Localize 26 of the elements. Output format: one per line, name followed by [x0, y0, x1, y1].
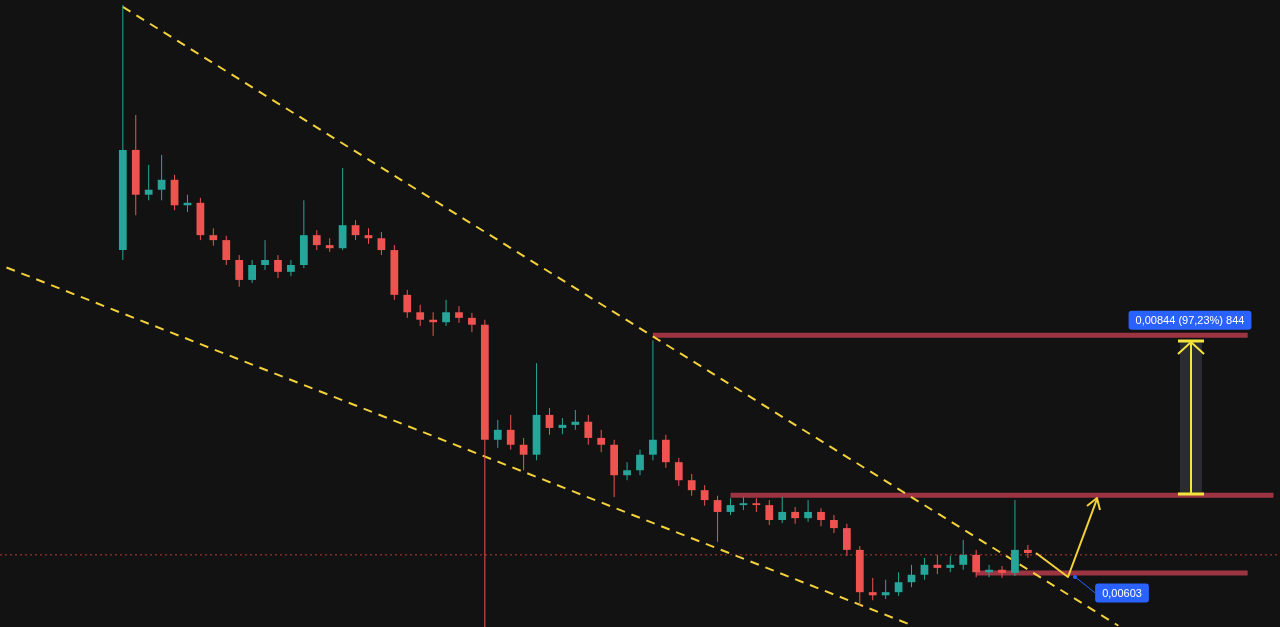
candlestick	[765, 499, 774, 526]
annotation: 0,00603	[1102, 586, 1142, 599]
candlestick	[855, 545, 864, 606]
candlestick	[519, 437, 528, 471]
candlestick	[493, 419, 502, 449]
candlestick	[390, 244, 399, 301]
candlestick	[338, 167, 347, 251]
candlestick	[584, 414, 593, 446]
candlestick	[299, 199, 308, 269]
candlestick	[597, 429, 606, 453]
candlestick	[131, 114, 140, 216]
candlestick	[959, 539, 968, 571]
candlestick	[235, 254, 244, 288]
candlestick	[144, 164, 153, 201]
candlestick	[480, 319, 489, 627]
candlestick	[700, 484, 709, 507]
candlestick	[506, 414, 515, 451]
candlestick	[416, 304, 425, 327]
candlestick	[674, 457, 683, 487]
candlestick	[687, 473, 696, 497]
annotation: 0,00844 (97,23%) 844	[1135, 314, 1245, 327]
candlestick	[312, 229, 321, 251]
candlestick	[752, 497, 761, 513]
candlestick	[118, 4, 127, 261]
candlestick	[209, 227, 218, 247]
candlestick	[222, 235, 231, 266]
